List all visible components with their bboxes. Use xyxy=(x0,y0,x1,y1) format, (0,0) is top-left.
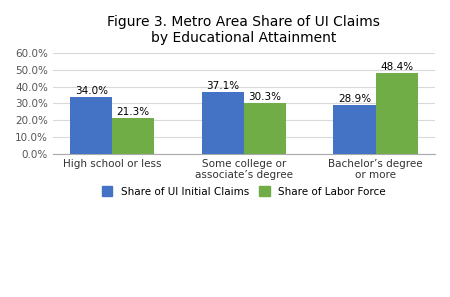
Text: 48.4%: 48.4% xyxy=(380,62,413,72)
Title: Figure 3. Metro Area Share of UI Claims
by Educational Attainment: Figure 3. Metro Area Share of UI Claims … xyxy=(108,15,380,45)
Bar xyxy=(70,97,112,154)
Bar xyxy=(333,105,375,154)
Text: 34.0%: 34.0% xyxy=(75,86,108,96)
Text: 30.3%: 30.3% xyxy=(248,92,281,102)
Bar xyxy=(375,73,418,154)
Text: 21.3%: 21.3% xyxy=(117,107,150,117)
Bar xyxy=(202,91,244,154)
Bar xyxy=(244,103,286,154)
Legend: Share of UI Initial Claims, Share of Labor Force: Share of UI Initial Claims, Share of Lab… xyxy=(102,187,386,197)
Text: 28.9%: 28.9% xyxy=(338,94,371,104)
Text: 37.1%: 37.1% xyxy=(206,80,239,91)
Bar xyxy=(112,118,154,154)
